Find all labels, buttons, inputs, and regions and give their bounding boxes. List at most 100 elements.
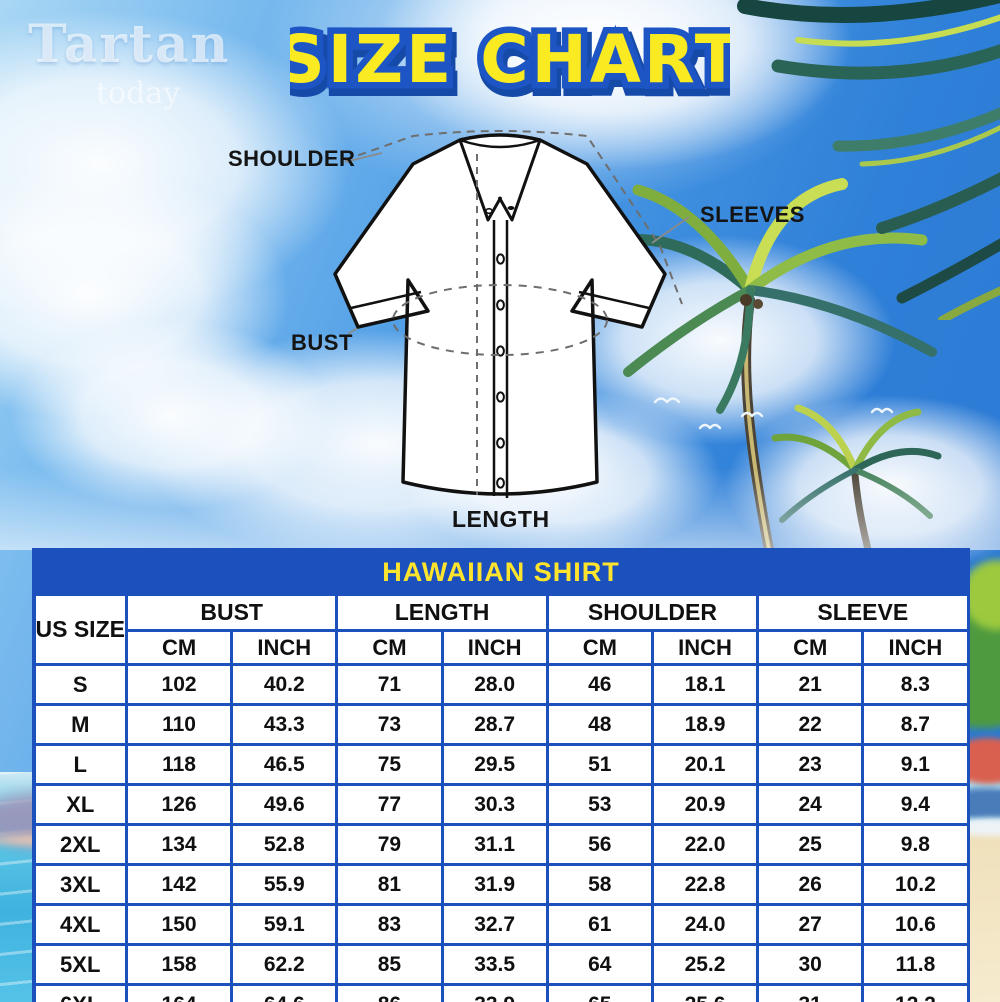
unit-header-inch: INCH bbox=[230, 629, 339, 666]
collar-buttonhole bbox=[485, 207, 493, 215]
value-cell: 18.1 bbox=[650, 663, 760, 706]
value-cell: 53 bbox=[545, 783, 654, 826]
value-cell: 46 bbox=[545, 663, 654, 706]
table-row: 4XL 150 59.1 83 32.7 61 24.0 27 10.6 bbox=[32, 903, 970, 946]
value-cell: 28.0 bbox=[440, 663, 549, 706]
value-cell: 77 bbox=[335, 783, 444, 826]
shoulder-pointer-line bbox=[344, 152, 383, 163]
length-label: LENGTH bbox=[452, 506, 550, 532]
brand-logo-subtext: today bbox=[96, 76, 181, 111]
table-row: XL 126 49.6 77 30.3 53 20.9 24 9.4 bbox=[32, 783, 970, 826]
value-cell: 31 bbox=[756, 983, 865, 1002]
page-title-text: SIZE CHART bbox=[290, 21, 730, 98]
table-title: HAWAIIAN SHIRT bbox=[32, 548, 970, 596]
value-cell: 27 bbox=[756, 903, 865, 946]
value-cell: 110 bbox=[124, 703, 234, 746]
brand-logo: Tartan bbox=[28, 14, 231, 75]
unit-header-row: CM INCH CM INCH CM INCH CM INCH bbox=[34, 629, 970, 666]
value-cell: 56 bbox=[545, 823, 654, 866]
table-row: 6XL16464.68633.96525.63112.2 bbox=[32, 983, 970, 1002]
value-cell: 73 bbox=[335, 703, 444, 746]
value-cell: 24 bbox=[756, 783, 865, 826]
size-chart-table: HAWAIIAN SHIRT US SIZE BUST LENGTH SHOULDE… bbox=[32, 548, 970, 1002]
shoulder-label: SHOULDER bbox=[228, 146, 356, 171]
size-cell: L bbox=[32, 743, 128, 786]
value-cell: 22 bbox=[756, 703, 865, 746]
value-cell: 23 bbox=[756, 743, 865, 786]
shirt-buttons bbox=[496, 253, 505, 489]
value-cell: 59.1 bbox=[230, 903, 339, 946]
value-cell: 102 bbox=[124, 663, 234, 706]
collar-band bbox=[459, 138, 541, 149]
group-header-length: LENGTH bbox=[335, 592, 549, 632]
table-row: 3XL 142 55.9 81 31.9 58 22.8 26 10.2 bbox=[32, 863, 970, 906]
value-cell: 22.0 bbox=[650, 823, 760, 866]
page-title: SIZE CHART SIZE CHART bbox=[290, 15, 730, 113]
value-cell: 164 bbox=[124, 983, 234, 1002]
value-cell: 20.1 bbox=[650, 743, 760, 786]
table-row: S 102 40.2 71 28.0 46 18.1 21 8.3 bbox=[32, 663, 970, 706]
value-cell: 11.8 bbox=[861, 943, 970, 986]
unit-header-inch: INCH bbox=[440, 629, 549, 666]
value-cell: 83 bbox=[335, 903, 444, 946]
size-cell: 6XL bbox=[32, 983, 128, 1002]
unit-header-cm: CM bbox=[335, 629, 444, 666]
value-cell: 21 bbox=[756, 663, 865, 706]
value-cell: 62.2 bbox=[230, 943, 339, 986]
sleeves-pointer-line bbox=[651, 216, 690, 244]
value-cell: 26 bbox=[756, 863, 865, 906]
value-cell: 28.7 bbox=[440, 703, 549, 746]
cuff-seams bbox=[350, 290, 650, 310]
value-cell: 51 bbox=[545, 743, 654, 786]
size-cell: 4XL bbox=[32, 903, 128, 946]
value-cell: 30 bbox=[756, 943, 865, 986]
value-cell: 48 bbox=[545, 703, 654, 746]
unit-header-inch: INCH bbox=[650, 629, 760, 666]
value-cell: 22.8 bbox=[650, 863, 760, 906]
us-size-header: US SIZE bbox=[32, 592, 128, 666]
value-cell: 61 bbox=[545, 903, 654, 946]
value-cell: 33.9 bbox=[440, 983, 549, 1002]
shoulder-sleeve-dashed-line bbox=[344, 130, 683, 305]
value-cell: 25 bbox=[756, 823, 865, 866]
button-placket bbox=[492, 220, 509, 498]
value-cell: 71 bbox=[335, 663, 444, 706]
value-cell: 10.6 bbox=[861, 903, 970, 946]
unit-header-inch: INCH bbox=[861, 629, 970, 666]
palm-frond-canopy bbox=[737, 0, 1000, 320]
value-cell: 142 bbox=[124, 863, 234, 906]
size-cell: 5XL bbox=[32, 943, 128, 986]
size-cell: M bbox=[32, 703, 128, 746]
group-header-shoulder: SHOULDER bbox=[545, 592, 760, 632]
value-cell: 46.5 bbox=[230, 743, 339, 786]
value-cell: 43.3 bbox=[230, 703, 339, 746]
value-cell: 55.9 bbox=[230, 863, 339, 906]
shirt-diagram bbox=[333, 130, 690, 498]
size-cell: 2XL bbox=[32, 823, 128, 866]
value-cell: 12.2 bbox=[861, 983, 970, 1002]
value-cell: 8.3 bbox=[861, 663, 970, 706]
value-cell: 75 bbox=[335, 743, 444, 786]
page-title-shadow: SIZE CHART bbox=[290, 27, 730, 104]
value-cell: 86 bbox=[335, 983, 444, 1002]
value-cell: 58 bbox=[545, 863, 654, 906]
unit-header-cm: CM bbox=[545, 629, 654, 666]
group-header-row: US SIZE BUST LENGTH SHOULDER SLEEVE bbox=[32, 592, 970, 666]
table-row: M 110 43.3 73 28.7 48 18.9 22 8.7 bbox=[32, 703, 970, 746]
value-cell: 81 bbox=[335, 863, 444, 906]
value-cell: 126 bbox=[124, 783, 234, 826]
value-cell: 31.9 bbox=[440, 863, 549, 906]
value-cell: 25.2 bbox=[650, 943, 760, 986]
value-cell: 20.9 bbox=[650, 783, 760, 826]
value-cell: 64.6 bbox=[230, 983, 339, 1002]
unit-header-cm: CM bbox=[124, 629, 234, 666]
value-cell: 29.5 bbox=[440, 743, 549, 786]
value-cell: 8.7 bbox=[861, 703, 970, 746]
bust-label: BUST bbox=[291, 330, 353, 355]
value-cell: 85 bbox=[335, 943, 444, 986]
value-cell: 52.8 bbox=[230, 823, 339, 866]
size-cell: XL bbox=[32, 783, 128, 826]
group-header-sleeve: SLEEVE bbox=[756, 592, 970, 632]
value-cell: 25.6 bbox=[650, 983, 760, 1002]
